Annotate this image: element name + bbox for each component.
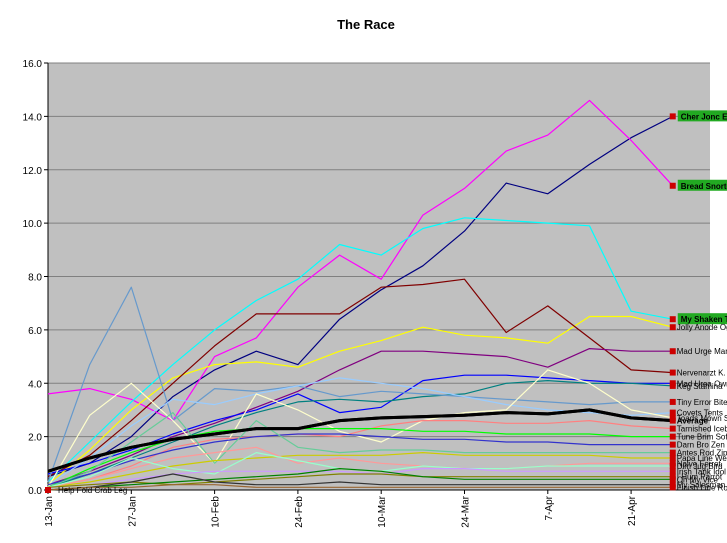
series-end-marker [669,113,676,120]
series-line-average [47,408,673,473]
chart-title: The Race [337,17,395,32]
series-line [47,380,673,488]
x-tick-label: 10-Feb [211,496,222,528]
x-tick-label: 13-Jan [44,496,55,527]
series-end-marker [669,369,676,376]
series-end-label: Tarnished Iceberg [677,425,727,434]
series-end-marker [669,417,676,424]
series-line [47,428,673,488]
y-tick-label: 6.0 [28,326,42,337]
series-end-label: Bread Snorter [681,182,727,191]
series-end-marker [669,468,676,475]
series-label-box [677,313,727,325]
series-end-label: My Shaken Ton [681,315,727,324]
y-tick-label: 12.0 [23,166,43,177]
series-end-label: Irish Tank Idol [677,467,726,476]
series-line [47,420,673,488]
series-line [47,452,673,488]
series-end-label: Nervenarzt K. Sledge [677,369,727,378]
series-line [47,468,673,488]
series-end-label: Toads Mown Sat [677,414,727,423]
series-end-label: Finish Line Rodent [677,483,727,492]
series-end-marker [669,441,676,448]
series-end-label: Papa Line Wet Fish [677,454,727,463]
x-tick-label: 24-Mar [461,495,472,527]
series-end-label: Tiny Error Bites [677,398,727,407]
series-end-marker [669,454,676,461]
series-line [47,115,674,478]
series-line [47,484,673,491]
series-end-label: Mad Urge Maniac [677,347,727,356]
x-tick-label: 10-Mar [377,495,388,527]
series-end-marker [669,484,676,491]
series-end-label: I Hum Parrot [677,473,723,482]
series-end-label: Covets Tents [677,409,723,418]
series-end-marker [669,182,676,189]
series-line [47,412,673,488]
series-label-box [677,110,727,122]
series-end-label: Tune Brim Sofa [677,433,727,442]
x-tick-label: 7-Apr [544,495,555,520]
series-end-label: Help Fold Crab Leg [58,486,127,495]
series-line [47,369,673,488]
series-line [47,468,673,491]
series-end-label: Mad Urea Owner [677,379,727,388]
series-end-label: Naive Ferret [677,459,722,468]
x-tick-label: 24-Feb [294,496,305,528]
y-tick-label: 2.0 [28,433,42,444]
series-label-box [677,179,727,191]
y-tick-label: 14.0 [23,112,43,123]
series-end-label: Darn Bro Zen Rho [677,441,727,450]
y-tick-label: 16.0 [23,59,43,70]
series-line [47,315,673,486]
series-end-label: Oh My Vice [677,475,719,484]
series-end-marker [669,316,676,323]
series-line [47,99,674,422]
y-tick-label: 0.0 [28,486,42,497]
series-end-label: Dim Jug Bird [677,462,723,471]
series-end-marker [669,449,676,456]
series-end-label: Keg Stamina [677,382,723,391]
series-line [47,473,673,491]
x-tick-label: 21-Apr [627,495,638,526]
series-line [47,286,673,483]
series-end-label: Cher Jonc En [681,112,727,121]
series-end-label: Average [677,417,709,426]
y-tick-label: 4.0 [28,379,42,390]
series-end-marker [669,382,676,389]
series-end-marker [669,425,676,432]
series-end-label: Jolly Anode Ogre [677,323,727,332]
series-end-marker [669,324,676,331]
series-end-marker [669,433,676,440]
series-end-marker [45,487,51,493]
series-end-marker [669,409,676,416]
series-end-label: Antes Rod Zipper [677,449,727,458]
series-end-marker [669,462,676,469]
series-end-marker [669,476,676,483]
x-tick-label: 27-Jan [127,496,138,527]
series-end-marker [669,398,676,405]
series-end-label: My Salesman [677,481,725,490]
series-line [47,433,673,486]
y-tick-label: 10.0 [23,219,43,230]
series-line [47,217,673,483]
series-end-marker [669,348,676,355]
y-tick-label: 8.0 [28,273,42,284]
